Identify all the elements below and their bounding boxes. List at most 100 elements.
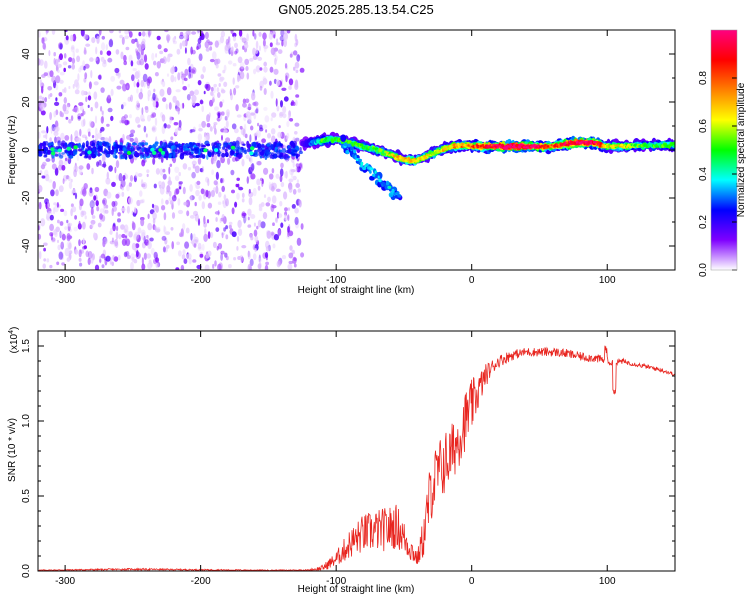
- spectrogram-speck: [223, 64, 227, 72]
- spectrogram-speck: [106, 123, 110, 127]
- spectrogram-speck: [295, 183, 301, 188]
- snr-panel: -300 -200 -100 0 100 0.0 0.5 1.0 1.5 Height of …: [7, 327, 676, 595]
- spectrogram-band-speck: [43, 141, 49, 146]
- spectrogram-speck: [143, 54, 148, 63]
- spectrogram-speck: [166, 244, 170, 249]
- spectrogram-y-axis: -40 -20 0 20 40: [21, 48, 675, 253]
- spectrogram-band-speck: [110, 149, 114, 155]
- spectrogram-speck: [79, 128, 82, 137]
- colorbar-ticks: 0.0 0.2 0.4 0.6 0.8: [698, 29, 738, 277]
- spectrogram-ridge-mark: [362, 166, 367, 171]
- spectrogram-speck: [114, 67, 120, 74]
- spectrogram-speck: [67, 65, 72, 69]
- spectrogram-speck: [241, 198, 245, 203]
- spectrogram-band-speck: [222, 146, 226, 150]
- spectrogram-speck: [41, 85, 44, 94]
- spectrogram-ridge-mark: [346, 150, 350, 154]
- spectrogram-speck: [186, 94, 191, 101]
- spectrogram-speck: [61, 164, 66, 171]
- spectrogram-speck: [291, 204, 296, 209]
- spectrogram-speck: [141, 107, 144, 115]
- spectrogram-speck: [212, 241, 217, 249]
- spectrogram-speck: [125, 46, 130, 51]
- spectrogram-speck: [283, 171, 288, 179]
- spectrogram-speck: [162, 56, 167, 64]
- spectrogram-speck: [291, 100, 295, 106]
- spectrogram-band-spot: [152, 150, 157, 155]
- spectrogram-speck: [280, 162, 284, 169]
- spectrogram-speck: [76, 154, 80, 162]
- spectrogram-speck: [74, 89, 80, 95]
- spectrogram-speck: [234, 50, 238, 55]
- spectrogram-ridge-mark: [358, 158, 362, 162]
- spectrogram-band-speck: [266, 143, 271, 147]
- spectrogram-speck: [133, 206, 137, 214]
- spectrogram-band-speck: [117, 151, 123, 155]
- spectrogram-speck: [177, 198, 181, 206]
- spectrogram-speck: [204, 135, 208, 143]
- spectrogram-band-speck: [281, 148, 287, 153]
- spectrogram-band-speck: [201, 154, 206, 159]
- spectrogram-speck: [42, 42, 46, 50]
- spectrogram-speck: [147, 94, 150, 102]
- spectrogram-speck: [258, 207, 263, 212]
- spectrogram-speck: [241, 158, 245, 167]
- spectrogram-band-speck: [113, 143, 118, 150]
- spectrogram-speck: [106, 171, 110, 180]
- spectrogram-ridge-mark: [372, 173, 376, 177]
- spectrogram-speck: [59, 110, 63, 117]
- spectrogram-speck: [146, 82, 150, 89]
- spectrogram-speck: [228, 221, 233, 225]
- spectrogram-speck: [280, 100, 283, 108]
- spectrogram-speck: [252, 30, 255, 37]
- spectrogram-speck: [72, 33, 77, 42]
- spectrogram-speck: [179, 31, 184, 37]
- spectrogram-speck: [121, 238, 127, 246]
- spectrogram-band-speck: [152, 143, 158, 148]
- spectrogram-speck: [162, 97, 167, 102]
- spectrogram-speck: [128, 231, 133, 238]
- spectrogram-speck: [175, 267, 180, 270]
- spectrogram-speck: [151, 52, 155, 61]
- spectrogram-speck: [107, 107, 113, 113]
- spectrogram-speck: [197, 218, 201, 226]
- spectrogram-ridge-mark: [444, 147, 448, 151]
- spectrogram-speck: [246, 72, 250, 80]
- spectrogram-band-speck: [221, 152, 226, 158]
- spectrogram-speck: [90, 121, 95, 128]
- spectrogram-band-speck: [295, 153, 299, 159]
- spectrogram-speck: [269, 42, 273, 48]
- spectrogram-speck: [90, 207, 94, 216]
- spectrogram-speck: [147, 30, 152, 36]
- spectrogram-speck: [127, 96, 132, 102]
- spectrogram-ridge-mark: [567, 143, 570, 147]
- spectrogram-speck: [150, 247, 155, 255]
- colorbar-tick-label: 0.4: [698, 167, 709, 181]
- spectrogram-speck: [119, 120, 122, 124]
- spectrogram-speck: [44, 198, 49, 205]
- spectrogram-speck: [184, 68, 189, 76]
- spectrogram-speck: [140, 218, 145, 227]
- spectrogram-speck: [251, 92, 256, 101]
- spectrogram-speck: [193, 210, 198, 216]
- spectrogram-speck: [255, 130, 261, 138]
- spectrogram-speck: [257, 263, 262, 270]
- spectrogram-speck: [206, 114, 211, 123]
- spectrogram-speck: [280, 222, 284, 228]
- spectrogram-speck: [247, 250, 250, 258]
- spectrogram-speck: [113, 240, 117, 247]
- spectrogram-speck: [252, 253, 257, 261]
- spectrogram-speck: [54, 232, 58, 238]
- spectrogram-band-speck: [55, 145, 60, 150]
- colorbar-tick-label: 0.0: [698, 263, 709, 277]
- spectrogram-speck: [68, 57, 73, 63]
- spectrogram-band-speck: [79, 153, 83, 157]
- spectrogram-band-speck: [65, 150, 71, 153]
- x-tick-label: 100: [599, 275, 616, 286]
- spectrogram-speck: [277, 131, 282, 138]
- spectrogram-speck: [90, 257, 94, 264]
- spectrogram-speck: [110, 115, 114, 122]
- spectrogram-speck: [40, 218, 46, 227]
- spectrogram-speck: [170, 227, 174, 231]
- spectrogram-speck: [84, 215, 87, 220]
